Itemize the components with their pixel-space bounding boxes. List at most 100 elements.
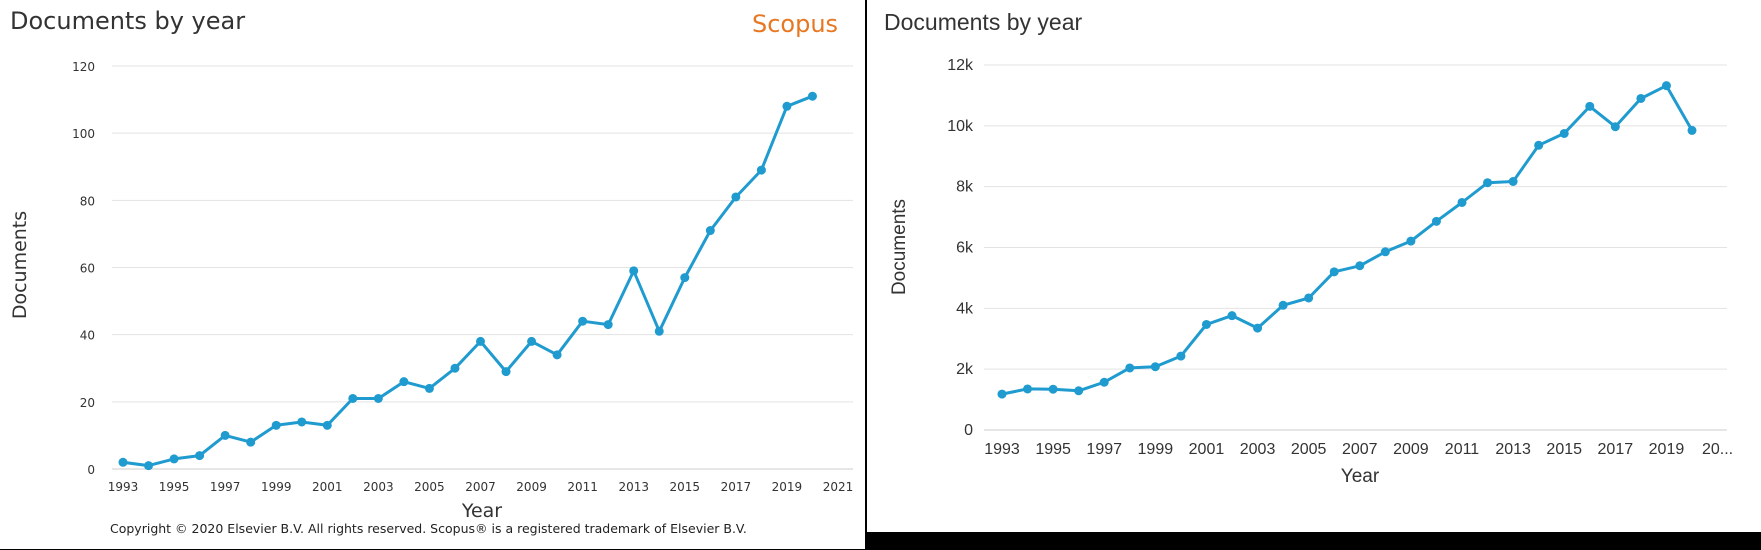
data-point (1483, 178, 1493, 188)
right-chart-panel: Documents by year 0 2k 4k 6k 8k 10k 12k 1993 199… (867, 0, 1761, 532)
x-tick-label: 1993 (984, 441, 1020, 458)
data-point (705, 226, 715, 236)
data-point (1687, 125, 1697, 135)
copyright-notice: Copyright © 2020 Elsevier B.V. All right… (110, 521, 747, 536)
data-point (450, 363, 460, 373)
x-tick-label: 1999 (1138, 441, 1174, 458)
x-tick-label: 2003 (1240, 441, 1276, 458)
data-point (1227, 311, 1237, 321)
x-tick-label: 2013 (1495, 441, 1531, 458)
data-point (1329, 267, 1339, 277)
x-tick-label: 2007 (1342, 441, 1378, 458)
data-point (1585, 101, 1595, 111)
data-point (1125, 363, 1135, 373)
x-tick-label: 2003 (363, 480, 394, 494)
data-point (1508, 176, 1518, 186)
x-tick-label: 1995 (1035, 441, 1071, 458)
x-tick-label: 2021 (823, 480, 854, 494)
x-tick-label: 1997 (1086, 441, 1122, 458)
y-tick-label: 40 (80, 329, 95, 343)
data-point (1457, 197, 1467, 207)
data-point (399, 377, 409, 387)
scopus-logo[interactable]: Scopus (752, 10, 839, 38)
data-point (220, 430, 230, 440)
data-point (1559, 128, 1569, 138)
y-tick-label: 20 (80, 396, 95, 410)
x-axis-title: Year (461, 500, 502, 522)
x-tick-label: 2017 (1598, 441, 1634, 458)
data-point (731, 192, 741, 202)
y-axis-title: Documents (9, 211, 31, 319)
y-tick-label: 80 (80, 194, 95, 208)
data-point (1304, 293, 1314, 303)
data-point (1201, 319, 1211, 329)
data-point (1048, 384, 1058, 394)
y-axis-title: Documents (889, 199, 910, 295)
data-point (756, 165, 766, 175)
data-point (271, 420, 281, 430)
data-point (807, 91, 817, 101)
data-point (144, 461, 154, 471)
data-point (578, 316, 588, 326)
x-tick-label: 2009 (1393, 441, 1429, 458)
data-point (1355, 261, 1365, 271)
data-point (654, 326, 664, 336)
y-tick-label: 8k (956, 179, 974, 196)
x-tick-label: 20... (1702, 441, 1733, 458)
y-tick-label: 0 (964, 422, 973, 439)
data-point (118, 457, 128, 467)
right-chart-svg: 0 2k 4k 6k 8k 10k 12k 1993 1995 1997 1999 2001 2003 2… (889, 57, 1733, 487)
y-tick-label: 2k (956, 361, 974, 378)
data-point (195, 451, 205, 461)
data-point (1380, 247, 1390, 257)
x-tick-label: 1995 (159, 480, 190, 494)
left-chart-svg: 0 20 40 60 80 100 120 1993 1995 1997 1999 2001 2003 2… (9, 60, 854, 522)
data-point (680, 273, 690, 283)
data-point (501, 367, 511, 377)
series-line (122, 94, 814, 468)
data-point (552, 350, 562, 360)
y-tick-label: 120 (72, 60, 95, 74)
chart-title: Documents by year (10, 7, 246, 35)
x-tick-label: 2007 (465, 480, 496, 494)
data-point (1406, 236, 1416, 246)
data-point (1661, 81, 1671, 91)
x-tick-label: 1999 (261, 480, 292, 494)
data-point (1534, 140, 1544, 150)
data-point (1278, 300, 1288, 310)
data-point (1176, 351, 1186, 361)
chart-title: Documents by year (884, 9, 1083, 35)
x-tick-label: 1993 (108, 480, 139, 494)
x-tick-label: 2019 (772, 480, 803, 494)
y-tick-label: 60 (80, 262, 95, 276)
data-point (1253, 323, 1263, 333)
data-point (1610, 122, 1620, 132)
data-point (373, 393, 383, 403)
left-chart-panel: Documents by year Scopus 0 20 40 60 80 100 120… (0, 0, 865, 549)
y-tick-label: 12k (947, 57, 974, 74)
x-tick-label: 2005 (414, 480, 445, 494)
data-point (1023, 384, 1033, 394)
data-point (322, 420, 332, 430)
data-point (348, 393, 358, 403)
data-point (1074, 386, 1084, 396)
x-axis-title: Year (1341, 466, 1380, 487)
x-tick-label: 2001 (1189, 441, 1225, 458)
data-point (169, 454, 179, 464)
y-tick-label: 0 (87, 463, 95, 477)
data-point (1431, 216, 1441, 226)
y-tick-label: 6k (956, 240, 974, 257)
x-tick-label: 1997 (210, 480, 241, 494)
y-tick-label: 4k (956, 300, 974, 317)
x-tick-label: 2013 (618, 480, 649, 494)
x-tick-label: 2011 (1445, 441, 1480, 458)
x-tick-label: 2009 (516, 480, 547, 494)
data-point (1636, 93, 1646, 103)
data-point (782, 101, 792, 111)
data-point (1099, 377, 1109, 387)
data-point (997, 389, 1007, 399)
data-point (246, 437, 256, 447)
data-point (424, 383, 434, 393)
x-tick-label: 2015 (670, 480, 701, 494)
x-tick-label: 2015 (1546, 441, 1582, 458)
